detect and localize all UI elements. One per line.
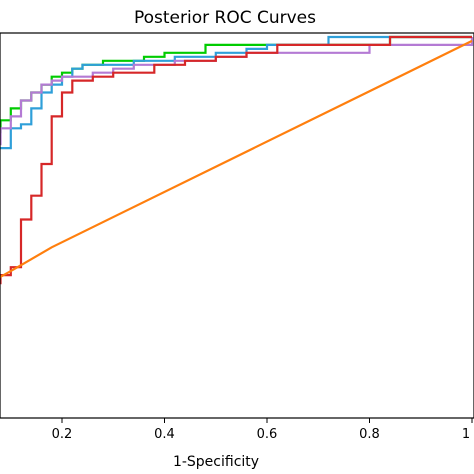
roc-series-5 [0, 39, 473, 279]
series-layer [0, 35, 474, 285]
x-tick-label: 1 [462, 427, 470, 442]
x-ticks: 0.2 0.4 0.6 0.8 1 [52, 418, 473, 442]
x-tick-label: 0.2 [52, 427, 73, 442]
x-tick-label: 0.6 [257, 427, 278, 442]
x-tick-label: 0.8 [359, 427, 380, 442]
roc-series-3 [0, 37, 474, 146]
plot-frame [0, 32, 474, 419]
x-tick-label: 0.4 [154, 427, 175, 442]
x-axis-label: 1-Specificity [173, 454, 259, 470]
chart-title: Posterior ROC Curves [134, 8, 316, 28]
roc-series-2 [0, 35, 472, 150]
